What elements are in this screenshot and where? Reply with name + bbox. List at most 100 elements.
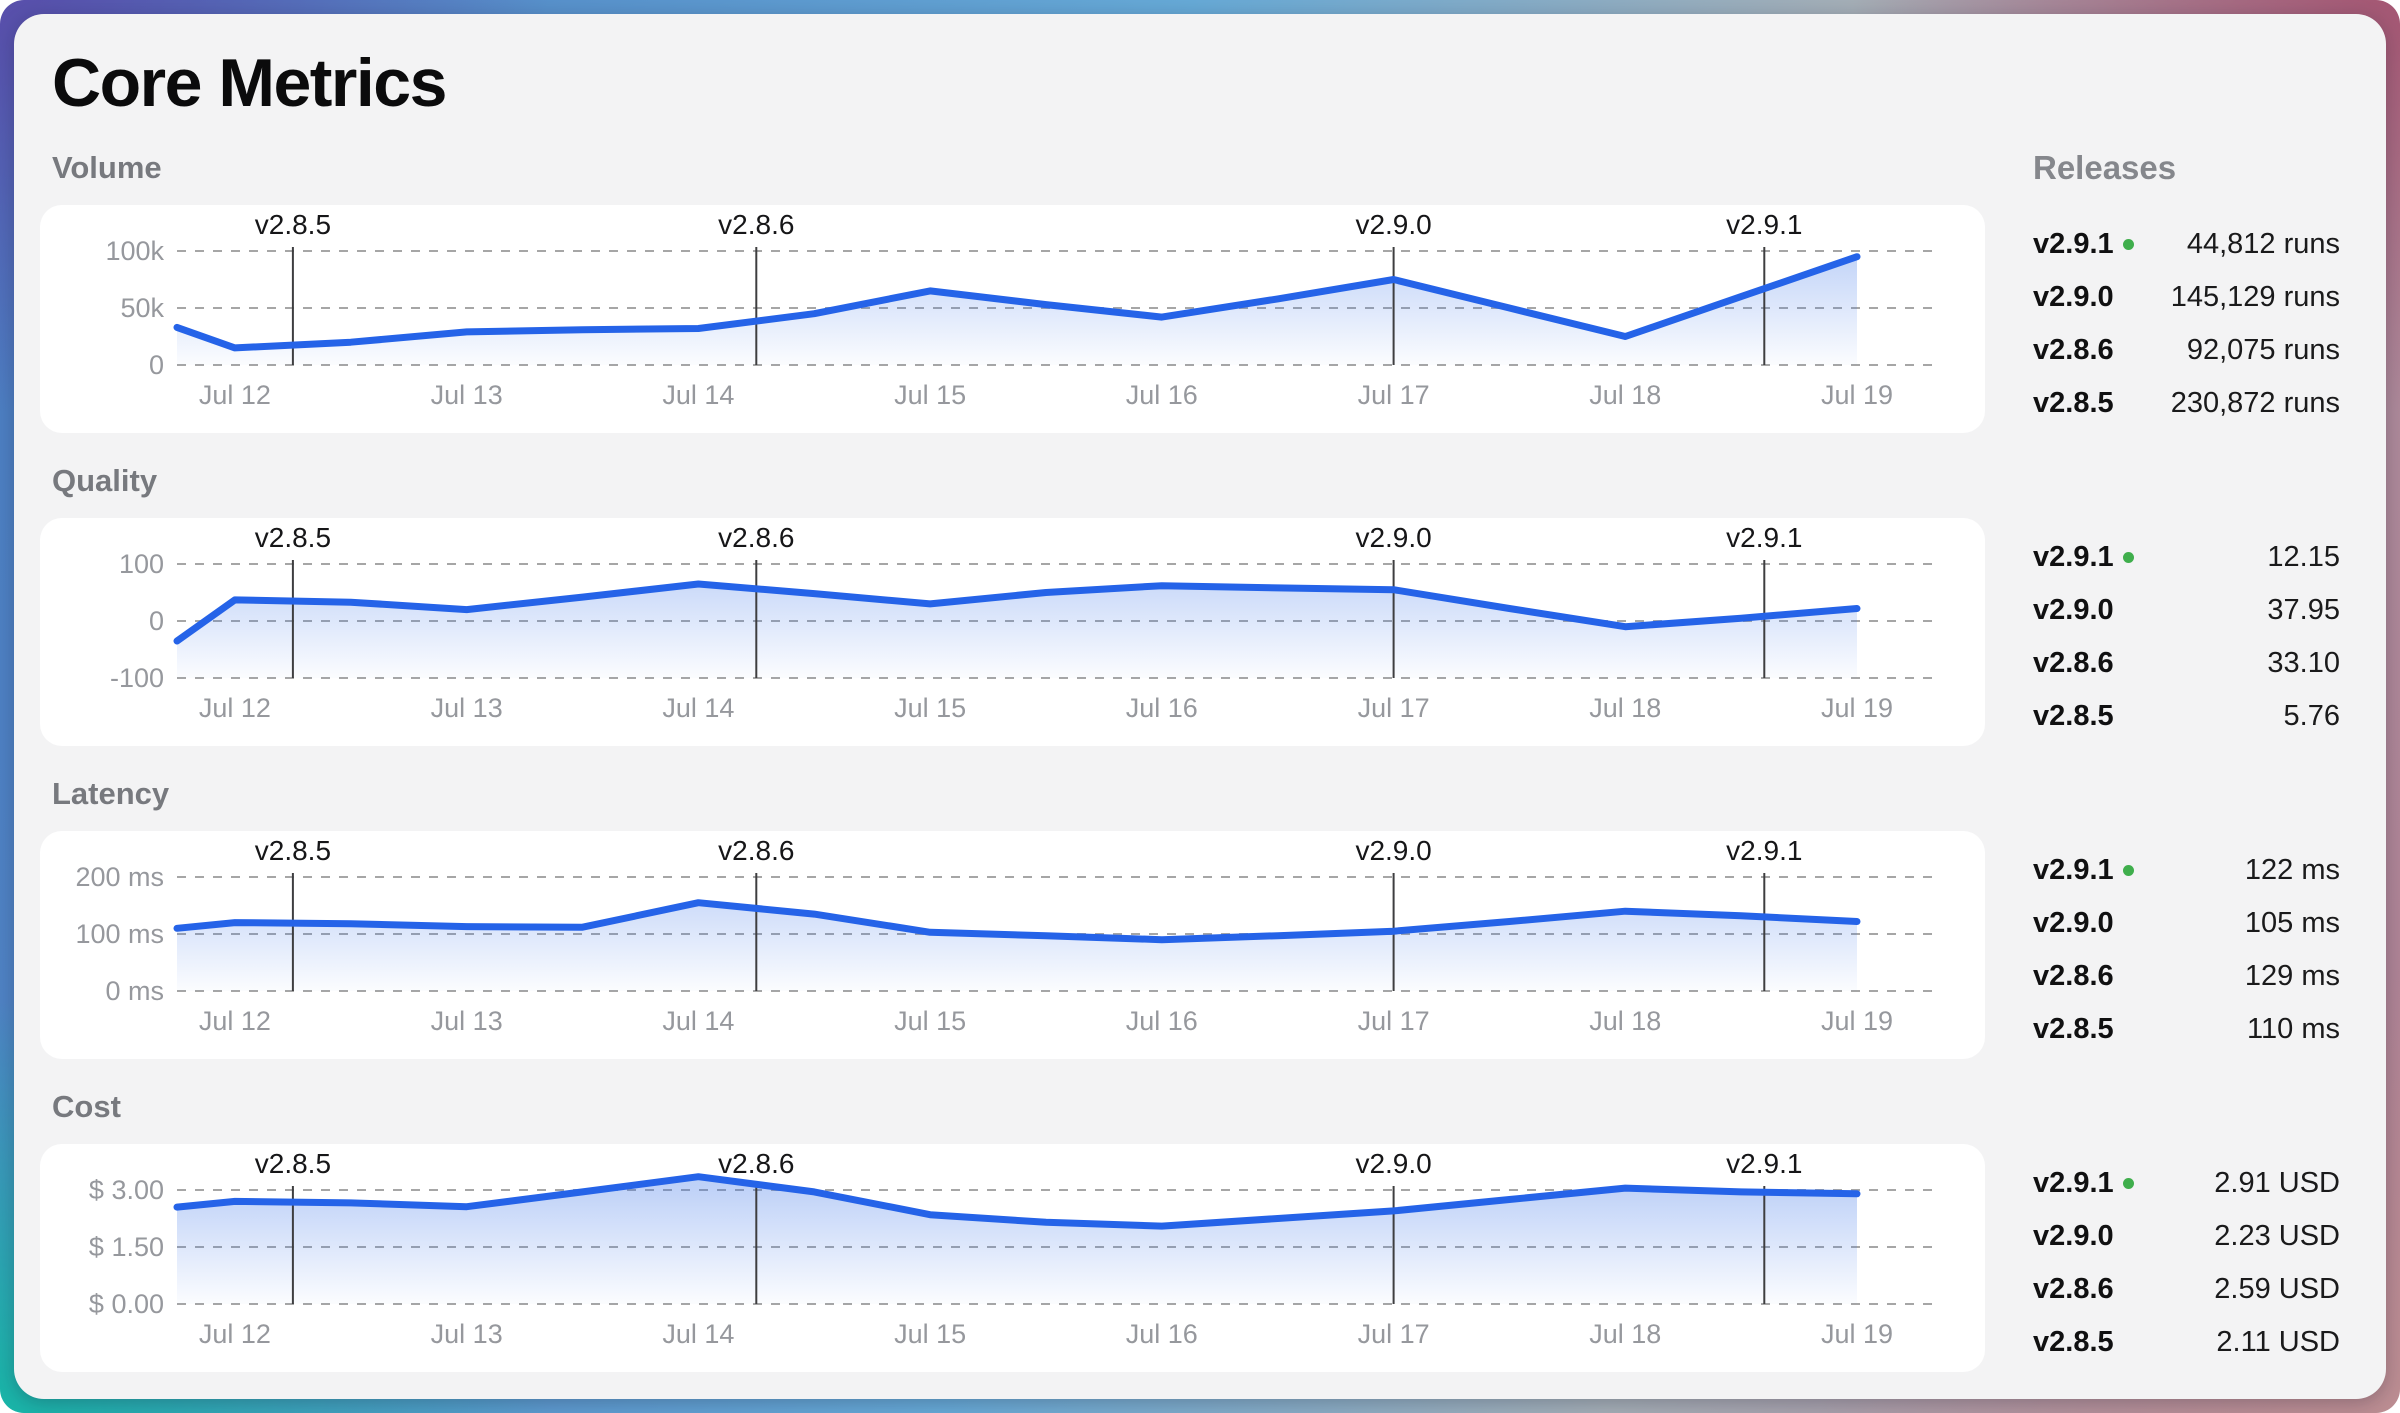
release-value: 2.11 USD [2216,1325,2340,1358]
release-version: v2.8.6 [2033,1273,2114,1306]
volume-area-fill [177,256,1857,365]
y-tick-label: 200 ms [75,862,164,892]
release-marker-label: v2.9.1 [1726,835,1803,866]
x-tick-label: Jul 13 [430,1319,503,1349]
quality-releases: v2.9.1 12.15 v2.9.0 37.95 v2.8.6 33.10 v2.8.5 5… [2033,540,2340,752]
x-tick-label: Jul 13 [430,693,503,723]
x-tick-label: Jul 14 [662,1319,735,1349]
cost-releases: v2.9.1 2.91 USD v2.9.0 2.23 USD v2.8.6 2.59 U… [2033,1166,2340,1378]
release-version-text: v2.9.1 [2033,853,2114,886]
release-row: v2.8.6 2.59 USD [2033,1272,2340,1306]
x-tick-label: Jul 18 [1589,1319,1662,1349]
x-tick-label: Jul 17 [1357,380,1430,410]
release-version-text: v2.8.5 [2033,1012,2114,1045]
x-tick-label: Jul 14 [662,1006,735,1036]
x-tick-label: Jul 17 [1357,1006,1430,1036]
release-version: v2.8.5 [2033,1013,2114,1046]
release-marker-label: v2.9.1 [1726,522,1803,553]
release-version-text: v2.8.6 [2033,646,2114,679]
release-row: v2.9.1 122 ms [2033,853,2340,887]
current-release-dot [2122,864,2134,876]
cost-data-line [173,1173,1861,1230]
release-value: 230,872 runs [2170,386,2340,419]
x-tick-label: Jul 12 [198,380,271,410]
release-value: 122 ms [2244,853,2340,886]
x-tick-label: Jul 19 [1820,1006,1894,1036]
release-marker-label: v2.8.6 [718,835,795,866]
release-marker-label: v2.9.0 [1355,209,1432,240]
volume-chart-panel: 100k 50k 0 v2.8.5 v2.8.6 v2.9.0 v2.9.1 Jul 12 Ju… [40,205,1985,433]
volume-data-line [173,253,1861,352]
y-tick-label: 50k [120,293,164,323]
release-row: v2.8.6 33.10 [2033,646,2340,680]
cost-section: Cost $ 3.00 $ 1.50 $ 0.00 v2.8.5 v2.8.6 v2.9.… [40,1089,1985,1372]
x-tick-label: Jul 15 [894,693,967,723]
quality-chart-panel: 100 0 -100 v2.8.5 v2.8.6 v2.9.0 v2.9.1 Jul 12 Ju… [40,518,1985,746]
y-tick-label: $ 0.00 [88,1289,164,1319]
quality-chart-svg [173,560,1932,679]
volume-releases: v2.9.1 44,812 runs v2.9.0 145,129 runs v2.8.… [2033,227,2340,439]
y-tick-label: 0 [148,350,164,380]
x-tick-label: Jul 19 [1820,1319,1894,1349]
release-value: 44,812 runs [2186,227,2340,260]
release-version: v2.9.1 [2033,228,2134,261]
release-row: v2.9.1 2.91 USD [2033,1166,2340,1200]
release-version: v2.9.0 [2033,1220,2114,1253]
release-value: 129 ms [2244,959,2340,992]
release-marker-label: v2.8.6 [718,1148,795,1179]
volume-section: Volume 100k 50k 0 v2.8.5 v2.8.6 v2.9.0 v2.9.1 J… [40,150,1985,433]
x-tick-label: Jul 14 [662,380,735,410]
cost-chart-panel: $ 3.00 $ 1.50 $ 0.00 v2.8.5 v2.8.6 v2.9.0 v2.9… [40,1144,1985,1372]
release-version-text: v2.9.0 [2033,593,2114,626]
release-version-text: v2.8.5 [2033,699,2114,732]
release-row: v2.9.1 12.15 [2033,540,2340,574]
release-version-text: v2.9.1 [2033,1166,2114,1199]
release-version-text: v2.8.6 [2033,1272,2114,1305]
release-value: 92,075 runs [2186,333,2340,366]
release-marker-label: v2.9.1 [1726,1148,1803,1179]
release-version: v2.8.6 [2033,647,2114,680]
releases-column: Releases v2.9.1 44,812 runs v2.9.0 145,129 … [2033,149,2340,1358]
release-marker-label: v2.8.5 [254,209,332,240]
release-version: v2.8.5 [2033,700,2114,733]
release-version: v2.9.1 [2033,541,2134,574]
y-tick-label: 100k [105,236,164,266]
release-marker-label: v2.9.0 [1355,522,1432,553]
release-value: 33.10 [2267,646,2340,679]
release-row: v2.9.0 145,129 runs [2033,280,2340,314]
release-row: v2.8.5 2.11 USD [2033,1325,2340,1359]
release-marker-label: v2.9.0 [1355,835,1432,866]
release-version-text: v2.9.1 [2033,227,2114,260]
release-value: 2.59 USD [2214,1272,2340,1305]
release-version-text: v2.8.6 [2033,959,2114,992]
x-tick-label: Jul 12 [198,693,271,723]
release-version-text: v2.9.0 [2033,906,2114,939]
y-tick-label: $ 3.00 [88,1175,164,1205]
current-release-dot [2122,238,2134,250]
x-tick-label: Jul 18 [1589,380,1662,410]
x-tick-label: Jul 14 [662,693,735,723]
release-value: 5.76 [2283,699,2340,732]
cost-chart-svg [173,1173,1932,1305]
release-version: v2.9.1 [2033,854,2134,887]
y-tick-label: 0 [148,606,164,636]
release-version-text: v2.8.5 [2033,1325,2114,1358]
x-tick-label: Jul 13 [430,1006,503,1036]
y-tick-label: 100 ms [75,919,164,949]
page-title: Core Metrics [52,45,447,121]
x-tick-label: Jul 15 [894,380,967,410]
x-tick-label: Jul 13 [430,380,503,410]
section-label-quality: Quality [52,463,158,498]
x-tick-label: Jul 12 [198,1319,271,1349]
x-tick-label: Jul 18 [1589,693,1662,723]
release-version: v2.8.5 [2033,387,2114,420]
release-value: 12.15 [2267,540,2340,573]
current-release-dot [2122,1177,2134,1189]
y-tick-label: 0 ms [105,976,164,1006]
dashboard-card: Core Metrics Volume 100k 50k 0 v2.8.5 v2.8.6… [14,14,2386,1399]
release-version: v2.9.1 [2033,1167,2134,1200]
release-row: v2.9.0 105 ms [2033,906,2340,940]
release-row: v2.8.6 129 ms [2033,959,2340,993]
release-value: 110 ms [2247,1012,2340,1045]
releases-heading: Releases [2033,149,2177,186]
